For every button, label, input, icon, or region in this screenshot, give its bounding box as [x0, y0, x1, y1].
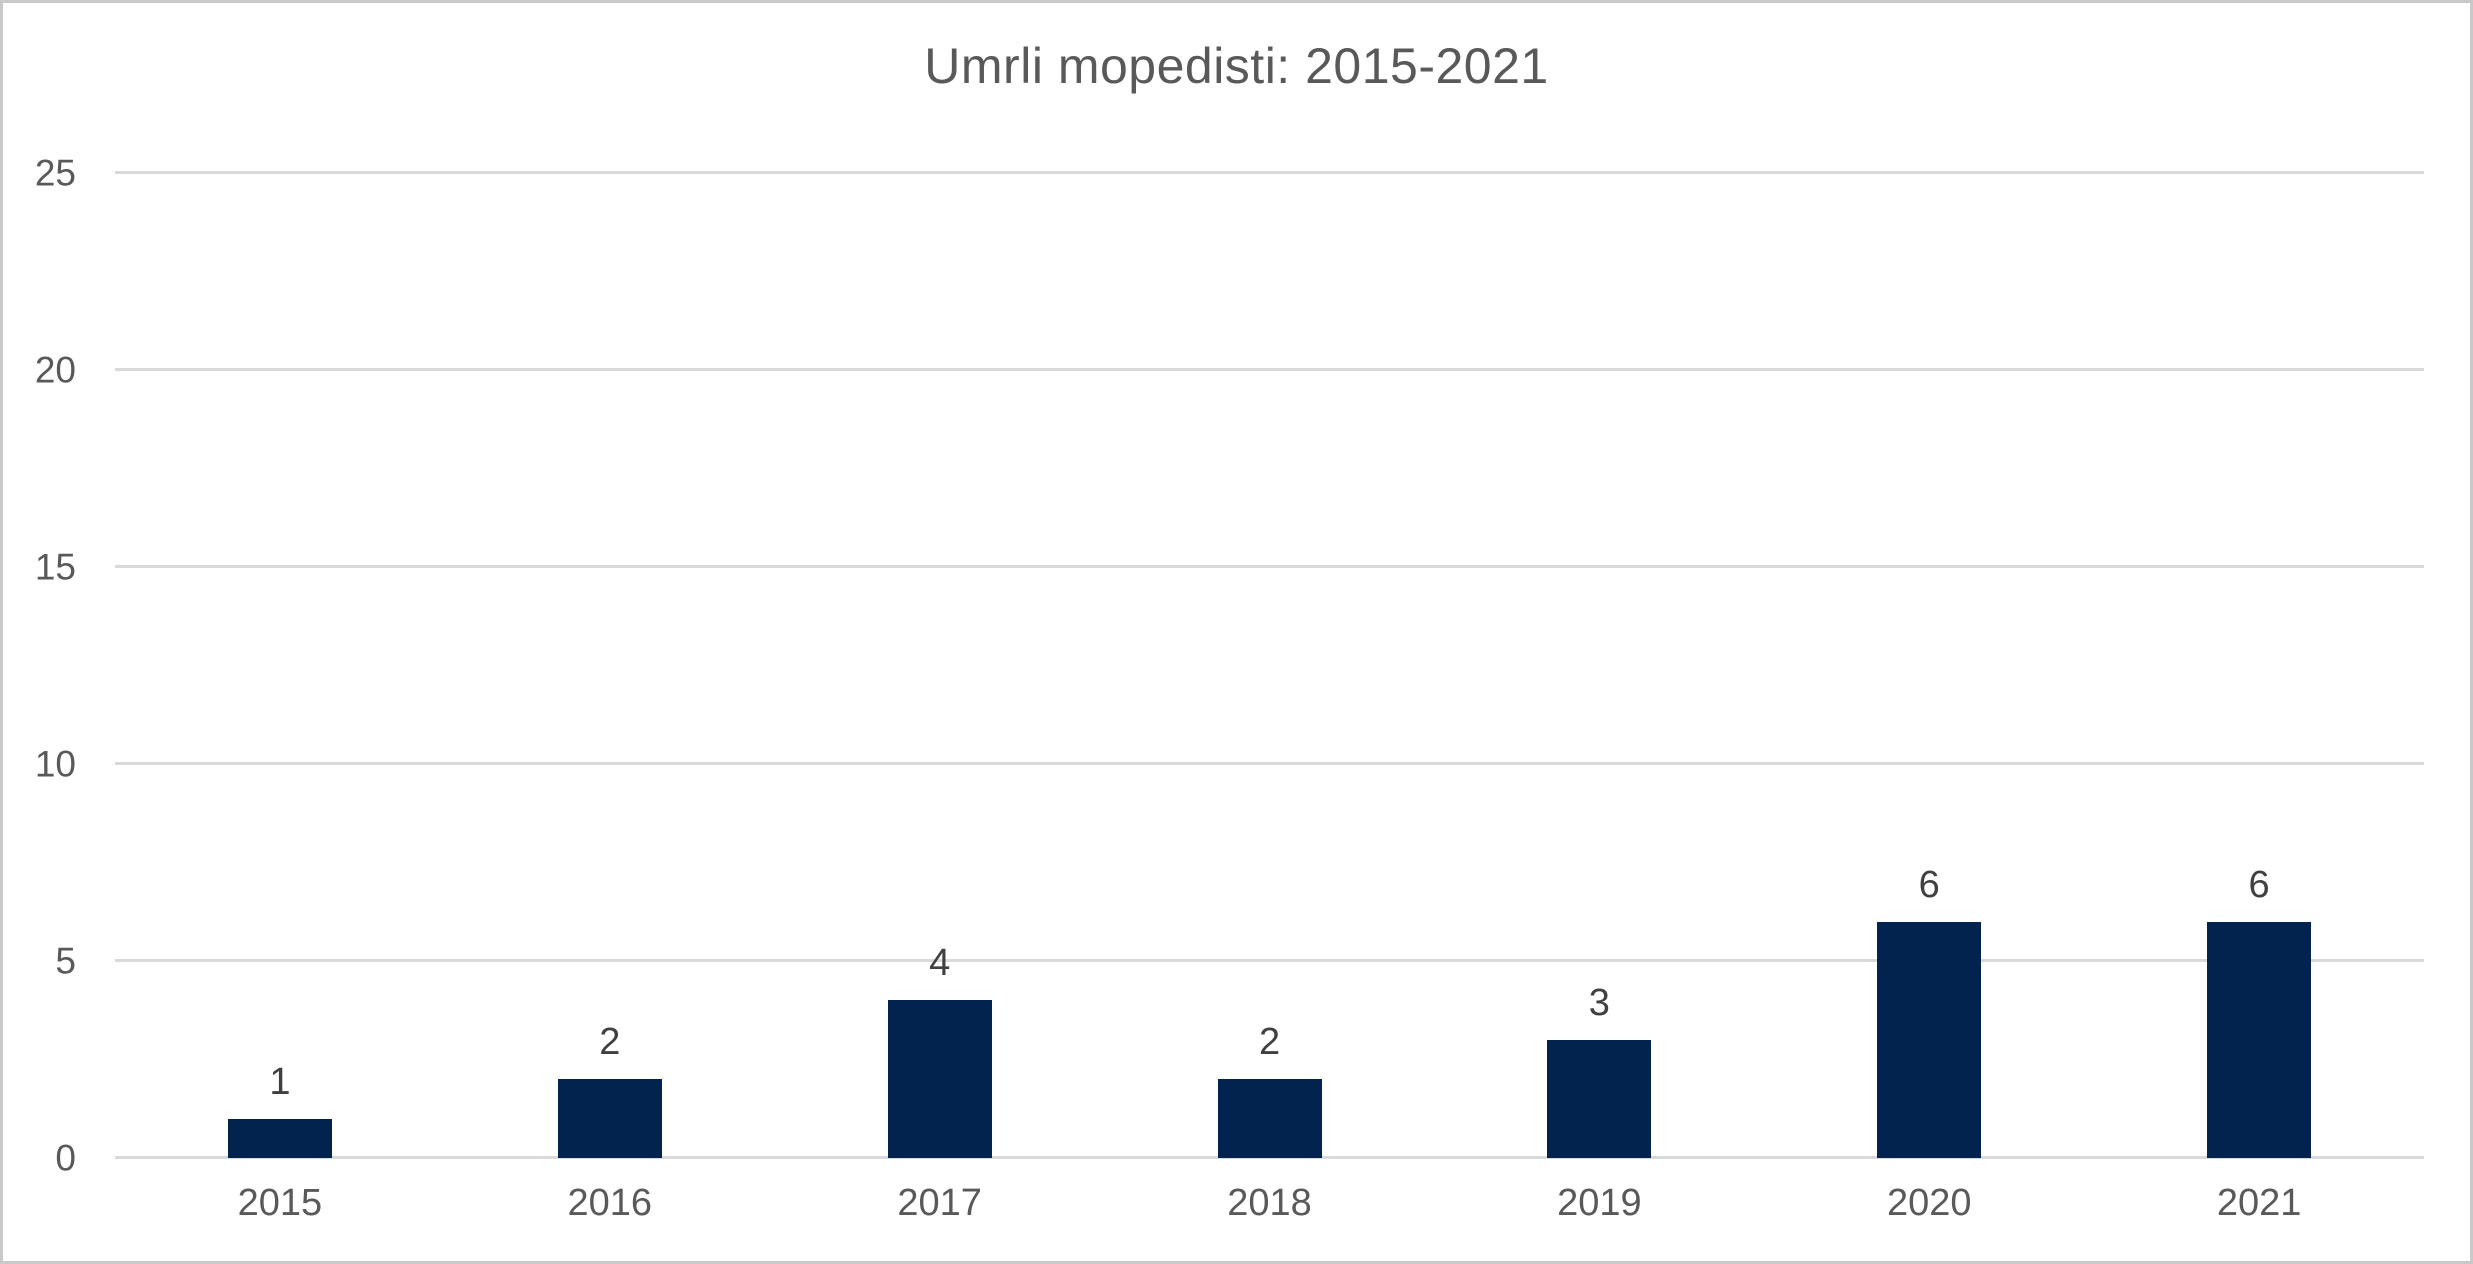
y-axis-label: 25 [34, 152, 76, 194]
category-slot-2020: 6 2020 [1764, 173, 2094, 1222]
category-slot-2016: 2 2016 [445, 173, 775, 1222]
x-axis-label: 2020 [1886, 1182, 1972, 1224]
y-axis-label: 0 [55, 1137, 76, 1179]
plot-area: 1 2015 2 2016 4 2017 2 2018 3 2019 6 2020 6 2021 [115, 171, 2424, 1222]
bars-group: 1 2015 2 2016 4 2017 2 2018 3 2019 6 2020 6 2021 [115, 173, 2424, 1222]
bar-value-label: 6 [1918, 863, 1940, 906]
gridline [115, 565, 2424, 568]
x-axis-label: 2018 [1227, 1182, 1312, 1224]
x-axis-label: 2017 [897, 1182, 982, 1224]
y-axis: 0 5 10 15 20 25 [3, 155, 76, 1177]
y-axis-label: 10 [34, 743, 76, 785]
bar-2021 [2207, 921, 2312, 1158]
x-axis-label: 2015 [237, 1182, 323, 1224]
bar-2017 [887, 1000, 992, 1158]
category-slot-2015: 1 2015 [115, 173, 445, 1222]
bar-value-label: 6 [2248, 863, 2270, 906]
category-slot-2018: 2 2018 [1105, 173, 1435, 1222]
bar-value-label: 1 [269, 1060, 291, 1103]
gridline [115, 171, 2424, 174]
y-axis-label: 20 [34, 349, 76, 391]
category-slot-2017: 4 2017 [775, 173, 1105, 1222]
bar-2018 [1217, 1079, 1322, 1158]
y-axis-label: 15 [34, 546, 76, 588]
bar-2019 [1547, 1039, 1652, 1158]
bar-value-label: 2 [599, 1021, 621, 1064]
x-axis-label: 2016 [567, 1182, 653, 1224]
x-axis-label: 2019 [1557, 1182, 1642, 1224]
bar-value-label: 2 [1258, 1021, 1281, 1064]
x-axis-label: 2021 [2216, 1182, 2302, 1224]
chart-title: Umrli mopedisti: 2015-2021 [924, 38, 1549, 94]
bar-value-label: 4 [929, 942, 951, 985]
y-axis-label: 5 [55, 940, 76, 982]
bar-value-label: 3 [1588, 981, 1610, 1024]
gridline [115, 959, 2424, 962]
gridline [115, 368, 2424, 371]
category-slot-2019: 3 2019 [1434, 173, 1764, 1222]
bar-2016 [557, 1079, 662, 1158]
bar-2020 [1877, 921, 1982, 1158]
bar-2015 [227, 1118, 332, 1158]
category-slot-2021: 6 2021 [2094, 173, 2424, 1222]
gridline [115, 762, 2424, 765]
